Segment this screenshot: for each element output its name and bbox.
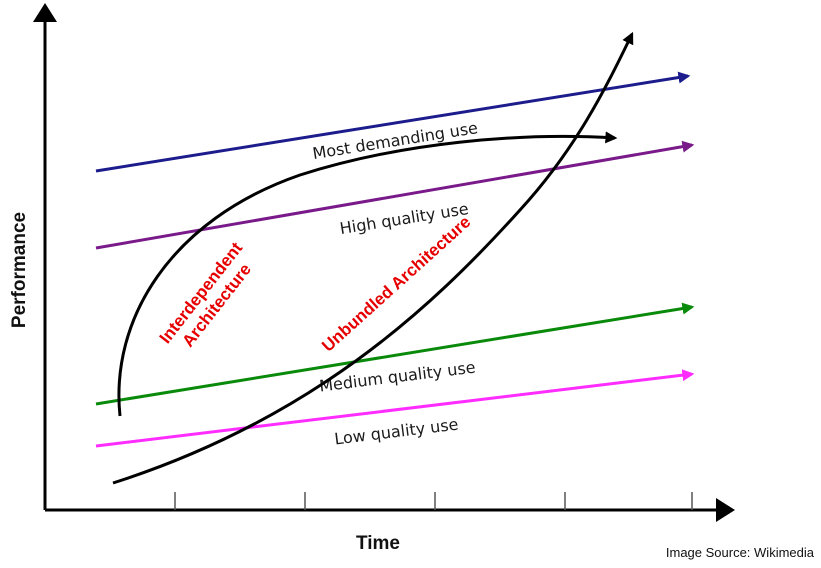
high-quality-use-line <box>95 140 695 250</box>
x-axis <box>45 498 735 522</box>
low-quality-use-label: Low quality use <box>333 415 459 449</box>
y-axis-title: Performance <box>9 212 30 328</box>
unbundled-architecture-curve <box>112 31 634 485</box>
interdependent-architecture-curve <box>117 131 618 417</box>
x-axis-title: Time <box>356 533 400 554</box>
most-demanding-use-line <box>95 71 691 173</box>
y-axis-arrowhead <box>33 3 57 22</box>
x-axis-arrowhead <box>716 498 735 522</box>
medium-quality-use-line <box>95 302 695 406</box>
x-axis-ticks <box>174 492 693 510</box>
y-axis <box>33 3 57 510</box>
most-demanding-use-label: Most demanding use <box>311 118 479 163</box>
image-source-credit: Image Source: Wikimedia <box>665 545 814 560</box>
low-quality-use-line <box>95 369 695 448</box>
